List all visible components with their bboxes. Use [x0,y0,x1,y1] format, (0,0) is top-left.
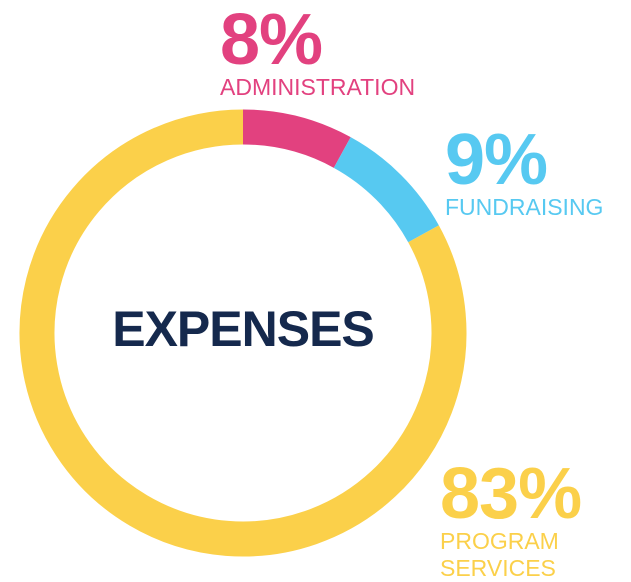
donut-segment [333,137,439,243]
donut-segment [242,109,351,168]
chart-title: EXPENSES [112,301,374,357]
category-label: FUNDRAISING [445,194,604,220]
value-label: 83% [440,454,582,534]
value-label: 8% [220,0,323,80]
category-label: PROGRAM SERVICES [440,528,559,581]
segment-label: 9% FUNDRAISING [445,124,631,221]
segment-label: 8% ADMINISTRATION [220,4,480,101]
donut-segment [19,109,467,557]
category-label: ADMINISTRATION [220,74,416,100]
segment-label: 83% PROGRAM SERVICES [440,458,600,582]
value-label: 9% [445,120,548,200]
